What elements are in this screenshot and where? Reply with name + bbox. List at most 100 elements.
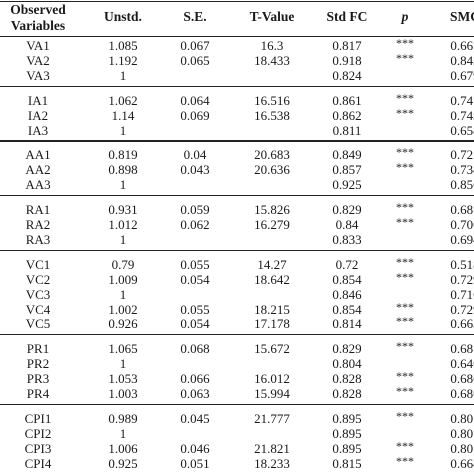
cell-tvalue: 18.215: [254, 301, 290, 317]
cell-unstd: 1.192: [108, 52, 138, 68]
table-row: RA3 1 0.833 0.694: [0, 232, 474, 247]
cell-stdfc: 0.829: [332, 202, 362, 218]
cell-tvalue: 18.433: [254, 52, 290, 68]
cell-unstd: 1.14: [111, 107, 135, 123]
cell-var: VC4: [25, 301, 51, 317]
cell-var: AA2: [25, 162, 51, 178]
header-variables-line1: Observed: [10, 2, 66, 17]
table-row: CPI2 1 0.895 0.801: [0, 426, 474, 441]
cell-smc: 0.667: [450, 38, 474, 53]
header-rule: [0, 36, 474, 38]
cell-var: RA2: [25, 217, 51, 232]
cell-smc: 0.801: [450, 440, 474, 456]
cell-var: VC5: [25, 316, 51, 332]
cell-tvalue: 21.821: [254, 440, 290, 456]
cell-p: ***: [396, 339, 414, 354]
cell-smc: 0.801: [450, 425, 474, 441]
cell-tvalue: 15.826: [254, 202, 290, 218]
cell-stdfc: 0.829: [332, 341, 362, 357]
header-unstd: Unstd.: [104, 9, 142, 24]
cell-var: PR3: [26, 371, 50, 387]
cell-se: 0.055: [180, 256, 210, 272]
cell-var: VC1: [25, 256, 51, 272]
cell-smc: 0.687: [450, 341, 474, 357]
cell-se: 0.045: [180, 410, 210, 426]
cell-stdfc: 0.854: [332, 301, 362, 317]
cell-unstd: 1.062: [108, 92, 138, 108]
table-row: VC1 0.79 0.055 14.27 0.72 *** 0.518: [0, 254, 474, 272]
cell-p: ***: [396, 299, 414, 314]
cell-stdfc: 0.814: [332, 316, 362, 332]
cell-stdfc: 0.72: [335, 256, 359, 272]
table-row: IA2 1.14 0.069 16.538 0.862 *** 0.743: [0, 106, 474, 123]
cell-var: PR2: [26, 356, 50, 372]
cell-var: PR4: [26, 386, 50, 401]
cell-var: IA1: [27, 92, 49, 108]
cell-se: 0.064: [180, 92, 210, 108]
cell-stdfc: 0.817: [332, 38, 362, 53]
cell-se: 0.062: [180, 217, 210, 232]
cell-smc: 0.729: [450, 271, 474, 287]
header-p: p: [401, 9, 409, 24]
cell-stdfc: 0.811: [332, 122, 362, 138]
cell-unstd: 1.085: [108, 38, 138, 53]
cell-se: 0.04: [183, 147, 207, 163]
cell-se: 0.067: [180, 38, 210, 53]
cell-smc: 0.843: [450, 52, 474, 68]
table-top-rule: [0, 1, 474, 3]
cell-tvalue: 16.279: [254, 217, 290, 232]
cell-var: AA3: [25, 177, 51, 193]
cell-var: IA2: [27, 107, 49, 123]
table-row: VC3 1 0.846 0.716: [0, 287, 474, 302]
cell-smc: 0.734: [450, 162, 474, 178]
cell-unstd: 1: [119, 122, 127, 138]
table-row: AA1 0.819 0.04 20.683 0.849 *** 0.721: [0, 145, 474, 163]
group-rule: [0, 140, 474, 142]
cell-stdfc: 0.895: [332, 410, 362, 426]
cell-unstd: 1.002: [108, 301, 138, 317]
cell-se: 0.068: [180, 341, 210, 357]
cell-p: ***: [396, 90, 414, 105]
cell-tvalue: 18.642: [254, 271, 290, 287]
cell-se: 0.063: [180, 386, 210, 401]
cell-p: ***: [396, 269, 414, 284]
cell-p: ***: [396, 384, 414, 398]
table-row: CPI1 0.989 0.045 21.777 0.895 *** 0.801: [0, 409, 474, 426]
cell-unstd: 1.012: [108, 217, 138, 232]
table-row: PR2 1 0.804 0.646: [0, 356, 474, 371]
cell-stdfc: 0.895: [332, 425, 362, 441]
cell-stdfc: 0.849: [332, 147, 362, 163]
cell-stdfc: 0.815: [332, 455, 362, 471]
cell-unstd: 1: [119, 425, 127, 441]
cell-p: ***: [396, 314, 414, 329]
cell-p: ***: [396, 254, 414, 269]
cell-var: CPI2: [24, 425, 52, 441]
table-header: Observed Variables Unstd. S.E. T-Value S…: [0, 0, 474, 36]
cell-se: 0.043: [180, 162, 210, 178]
cell-tvalue: 21.777: [254, 410, 290, 426]
cell-var: VC2: [25, 271, 51, 287]
cell-se: 0.065: [180, 52, 210, 68]
cell-smc: 0.716: [450, 286, 474, 302]
header-se: S.E.: [183, 9, 207, 24]
cell-stdfc: 0.846: [332, 286, 362, 302]
cell-smc: 0.679: [450, 67, 474, 83]
cell-unstd: 1.065: [108, 341, 138, 357]
cell-se: 0.054: [180, 271, 210, 287]
cell-smc: 0.658: [450, 122, 474, 138]
cell-smc: 0.694: [450, 231, 474, 247]
cell-p: ***: [396, 160, 414, 175]
cell-p: ***: [396, 200, 414, 215]
cell-unstd: 1: [119, 286, 127, 302]
cell-smc: 0.706: [450, 217, 474, 232]
cell-tvalue: 14.27: [257, 256, 287, 272]
cell-smc: 0.729: [450, 301, 474, 317]
table-row: VC5 0.926 0.054 17.178 0.814 *** 0.663: [0, 314, 474, 332]
cell-unstd: 1.053: [108, 371, 138, 387]
cell-tvalue: 15.994: [254, 386, 290, 401]
cell-var: CPI1: [24, 410, 52, 426]
cell-var: RA1: [25, 202, 51, 218]
cell-stdfc: 0.84: [335, 217, 359, 232]
cell-unstd: 0.931: [108, 202, 138, 218]
